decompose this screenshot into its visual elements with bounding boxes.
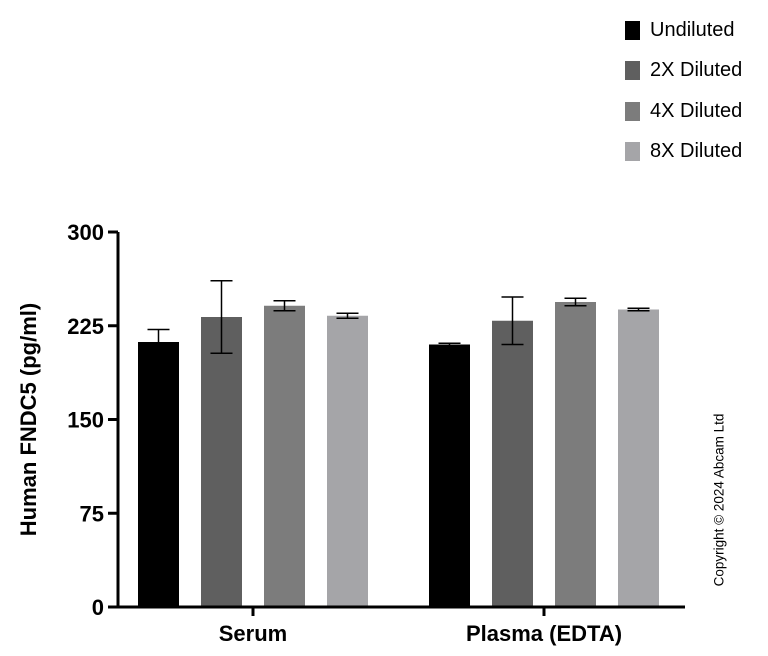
error-bar-1-3 xyxy=(273,300,296,312)
error-bar-2-4 xyxy=(627,307,650,312)
legend-swatch xyxy=(625,142,640,162)
y-tick-label: 0 xyxy=(92,595,104,620)
error-bar-2-3 xyxy=(564,297,587,307)
error-bar-2-1 xyxy=(438,342,461,347)
bar-1-3 xyxy=(264,305,305,607)
error-bar-1-2 xyxy=(210,280,233,354)
y-tick-label: 225 xyxy=(67,314,104,339)
legend-item: 8X Diluted xyxy=(625,132,742,173)
labels-layer: 0 75 150 225 300 Serum Plasma (EDTA) Human FNDC… xyxy=(16,220,622,646)
legend-swatch xyxy=(625,61,640,81)
y-tick-label: 300 xyxy=(67,220,104,245)
x-category-label: Serum xyxy=(219,621,287,646)
legend-swatch xyxy=(625,101,640,121)
y-tick-label: 75 xyxy=(80,501,104,526)
error-bar-1-4 xyxy=(336,312,359,319)
copyright-text: Copyright © 2024 Abcam Ltd xyxy=(711,413,727,587)
bar-2-1 xyxy=(429,344,470,607)
legend-item: 4X Diluted xyxy=(625,91,742,132)
axes-layer xyxy=(108,230,685,616)
error-bar-1-1 xyxy=(147,328,170,356)
legend-item: Undiluted xyxy=(625,10,742,51)
legend-label: Undiluted xyxy=(650,18,735,41)
legend-label: 4X Diluted xyxy=(650,99,743,122)
y-axis-title: Human FNDC5 (pg/ml) xyxy=(16,303,41,536)
x-category-label: Plasma (EDTA) xyxy=(466,621,622,646)
bar-1-4 xyxy=(327,315,368,607)
legend: Undiluted 2X Diluted 4X Diluted 8X Diluted xyxy=(625,10,742,172)
legend-swatch xyxy=(625,20,640,40)
legend-item: 2X Diluted xyxy=(625,51,742,92)
bar-2-2 xyxy=(492,320,533,607)
bar-1-1 xyxy=(138,342,179,607)
bars-layer xyxy=(138,302,659,607)
error-bar-2-2 xyxy=(501,296,524,346)
error-bars-layer xyxy=(147,280,650,356)
bar-2-3 xyxy=(555,302,596,607)
bar-1-2 xyxy=(201,317,242,607)
legend-label: 2X Diluted xyxy=(650,59,743,82)
legend-label: 8X Diluted xyxy=(650,140,743,163)
bar-2-4 xyxy=(618,309,659,607)
y-tick-label: 150 xyxy=(67,408,104,433)
